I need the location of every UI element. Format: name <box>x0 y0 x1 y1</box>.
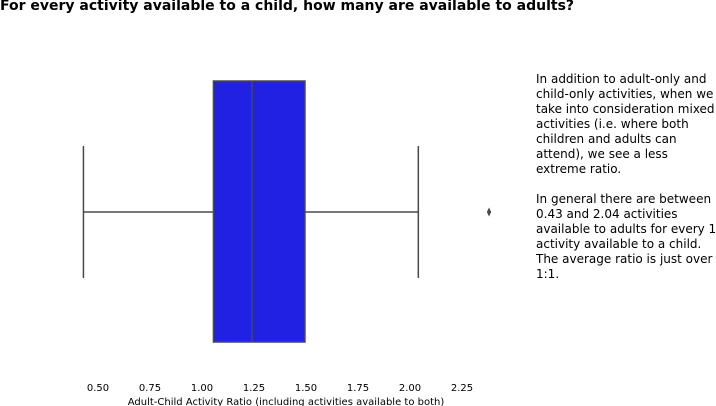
outlier-point <box>486 207 492 217</box>
x-tick-label: 2.25 <box>451 383 473 394</box>
chart-title: For every activity available to a child,… <box>0 0 575 14</box>
annotation-paragraph-1: In addition to adult-only and child-only… <box>536 72 715 176</box>
x-tick-label: 1.75 <box>347 383 369 394</box>
annotation-paragraph-2: In general there are between 0.43 and 2.… <box>536 192 716 281</box>
x-tick-label: 0.50 <box>87 383 109 394</box>
x-tick-label: 0.75 <box>139 383 161 394</box>
x-tick-label: 1.50 <box>295 383 317 394</box>
boxplot-chart: 0.50 0.75 1.00 1.25 1.50 1.75 2.00 2.25 Adult-C… <box>82 80 492 406</box>
x-tick-label: 1.00 <box>191 383 213 394</box>
box-iqr <box>212 80 306 343</box>
x-tick-label: 2.00 <box>399 383 421 394</box>
annotation-text: In addition to adult-only and child-only… <box>536 72 716 297</box>
x-axis-label: Adult-Child Activity Ratio (including ac… <box>128 397 445 406</box>
x-tick-label: 1.25 <box>243 383 265 394</box>
